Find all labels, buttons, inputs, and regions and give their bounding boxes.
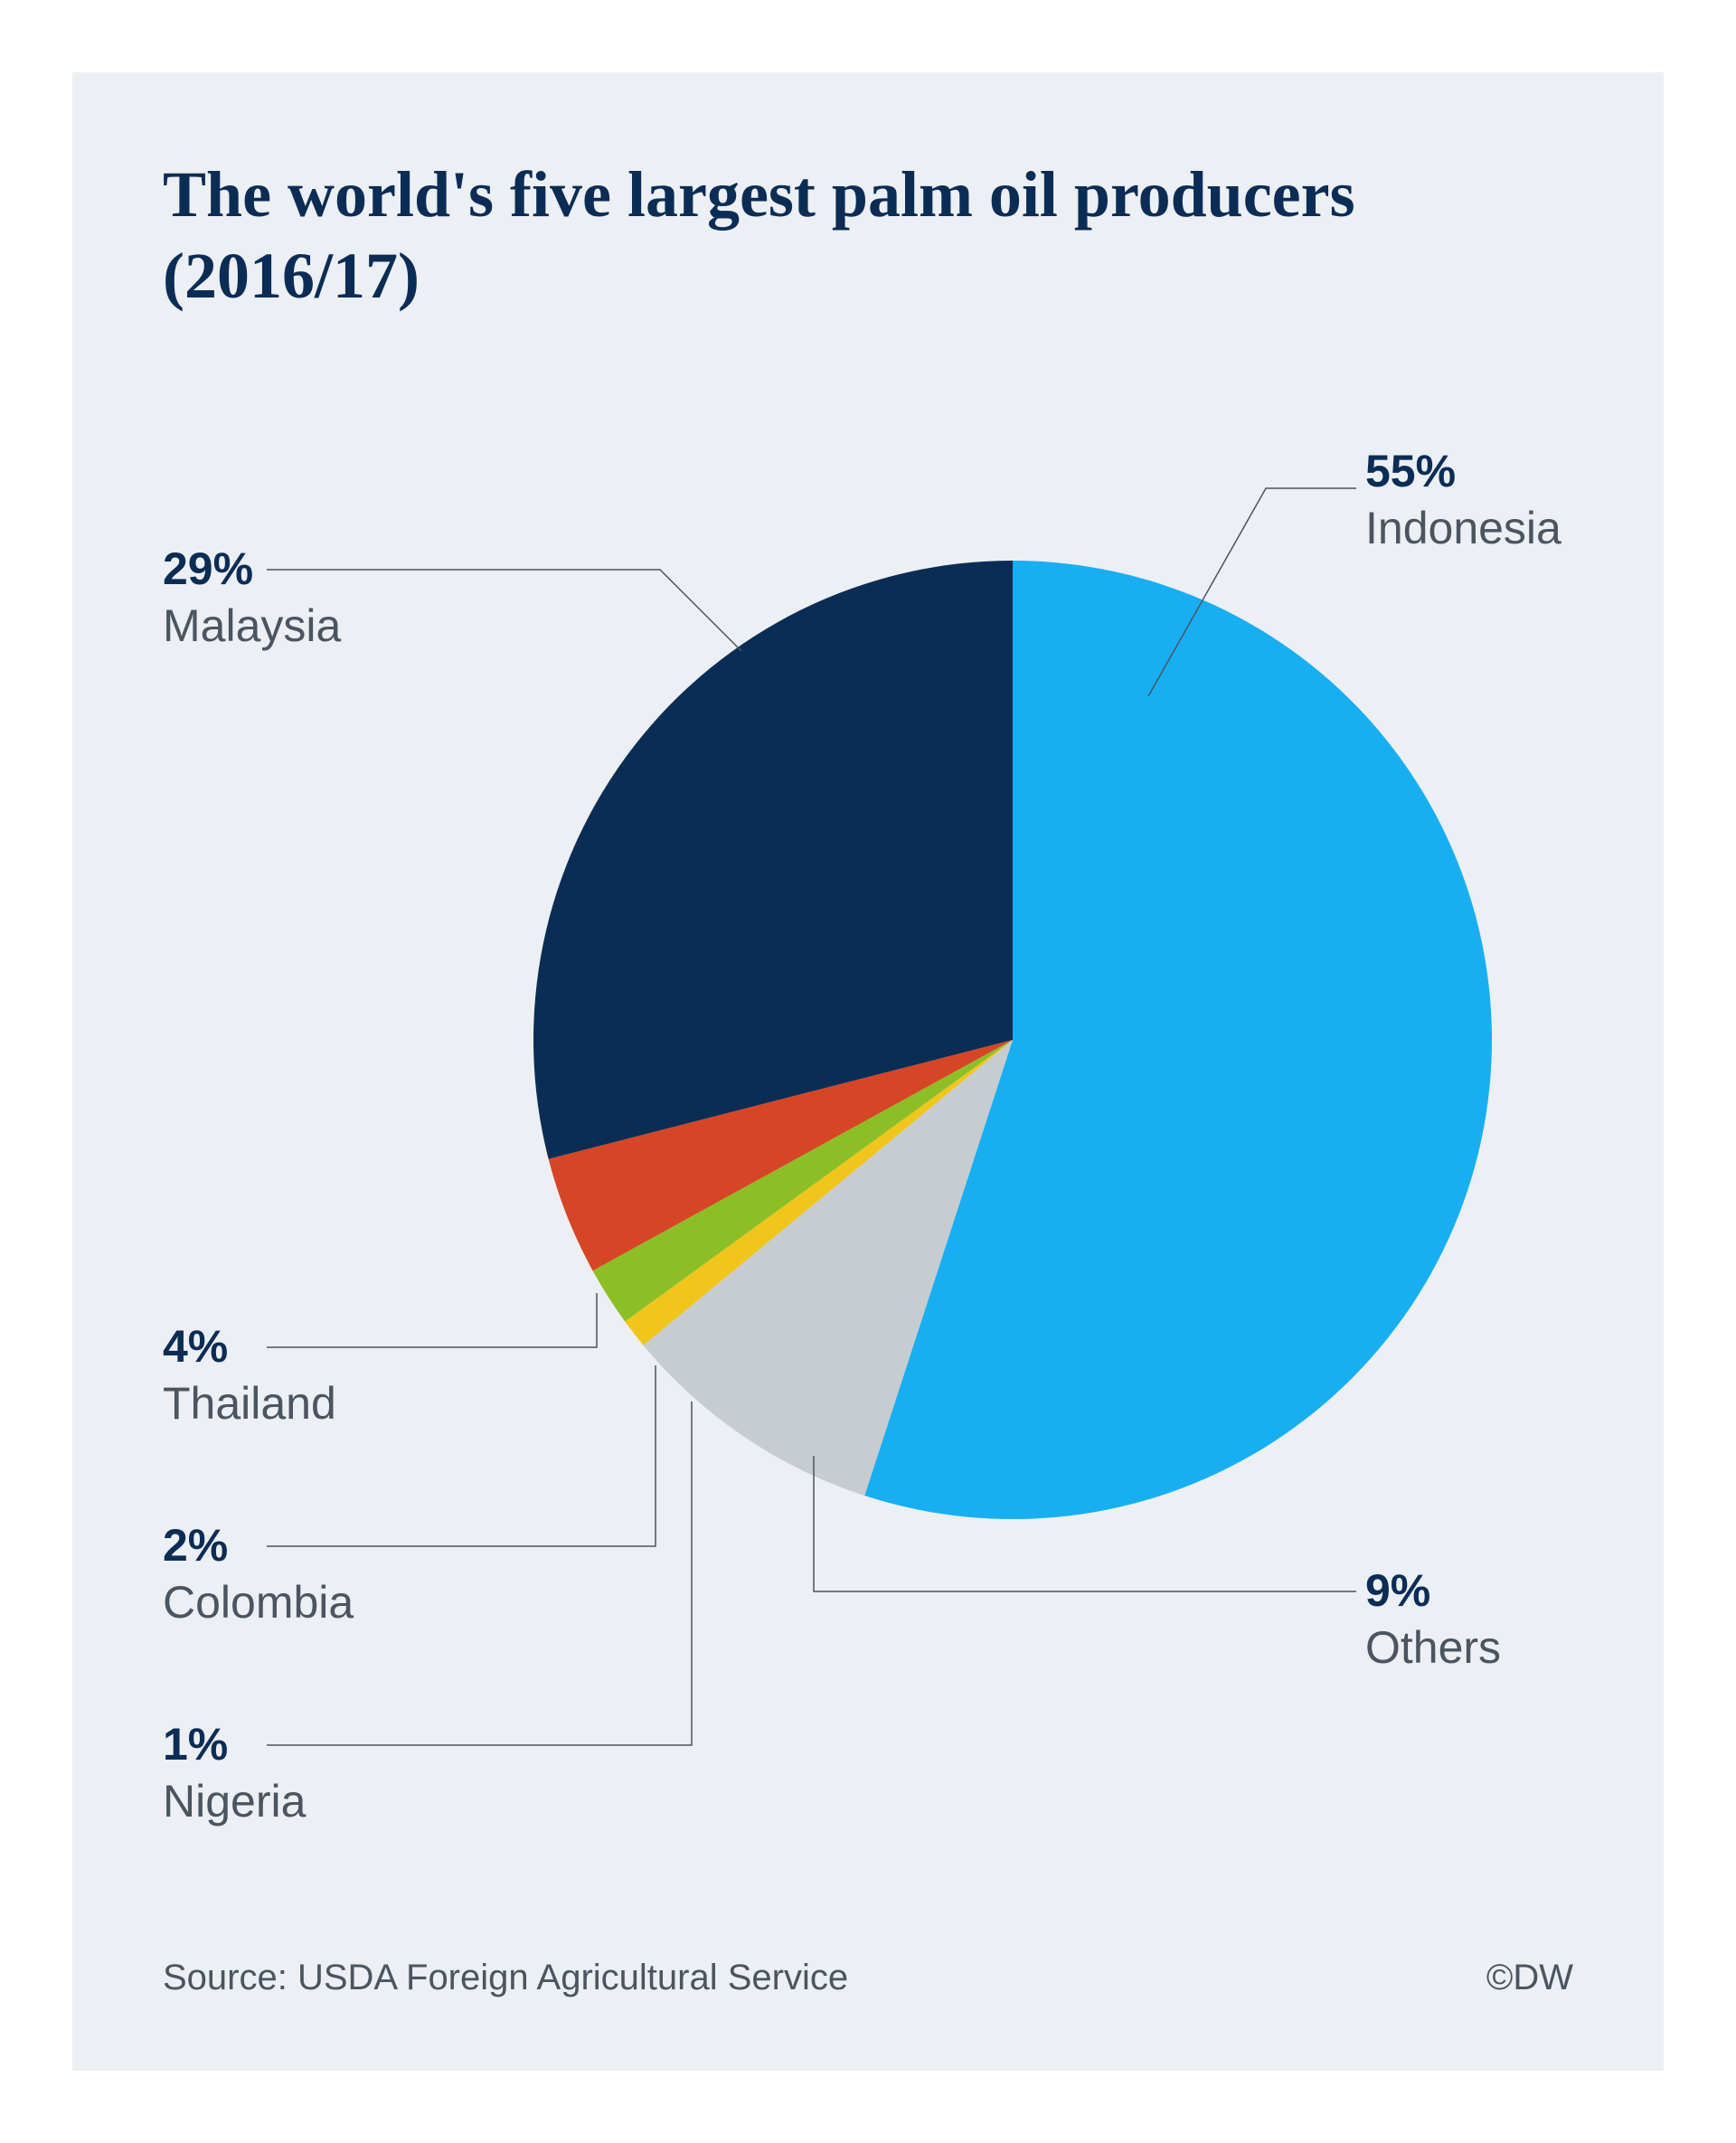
slice-pct: 29% xyxy=(163,541,341,598)
slice-name: Malaysia xyxy=(163,598,341,655)
slice-pct: 9% xyxy=(1365,1565,1430,1616)
slice-name: Indonesia xyxy=(1365,500,1561,557)
brand-text: ©DW xyxy=(1486,1958,1573,1998)
slice-label-colombia: 2%Colombia xyxy=(163,1517,354,1630)
slice-pct: 2% xyxy=(163,1517,354,1574)
slice-name: Thailand xyxy=(163,1375,336,1432)
chart-card: The world's five largest palm oil produc… xyxy=(72,72,1664,2071)
slice-name: Nigeria xyxy=(163,1773,306,1830)
chart-title: The world's five largest palm oil produc… xyxy=(163,154,1573,316)
chart-footer: Source: USDA Foreign Agricultural Servic… xyxy=(163,1958,1573,1998)
slice-label-others: 9% Others xyxy=(1365,1562,1573,1676)
slice-pct: 4% xyxy=(163,1318,336,1375)
slice-name: Others xyxy=(1365,1622,1501,1673)
slice-pct: 55% xyxy=(1365,443,1561,500)
pie-chart: 55%Indonesia9% Others1%Nigeria2%Colombia… xyxy=(163,425,1573,1799)
slice-label-nigeria: 1%Nigeria xyxy=(163,1716,306,1829)
slice-label-indonesia: 55%Indonesia xyxy=(1365,443,1561,556)
slice-label-malaysia: 29%Malaysia xyxy=(163,541,341,654)
slice-label-thailand: 4%Thailand xyxy=(163,1318,336,1431)
pie-svg xyxy=(163,425,1573,1799)
slice-pct: 1% xyxy=(163,1716,306,1773)
slice-name: Colombia xyxy=(163,1574,354,1631)
source-text: Source: USDA Foreign Agricultural Servic… xyxy=(163,1958,848,1998)
